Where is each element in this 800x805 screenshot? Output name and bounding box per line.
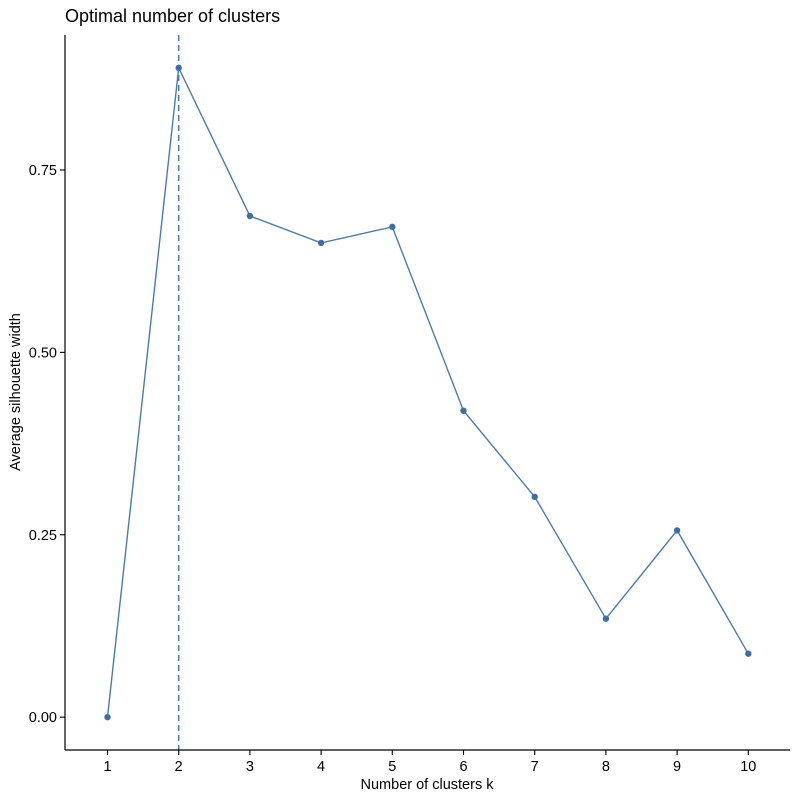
data-point-k1 [104, 713, 111, 721]
chart-title: Optimal number of clusters [65, 6, 280, 26]
data-point-k2 [175, 64, 182, 72]
y-tick-label: 0.50 [29, 345, 57, 361]
y-axis-label: Average silhouette width [8, 313, 24, 471]
x-axis-label: Number of clusters k [361, 777, 495, 793]
data-point-k3 [246, 212, 254, 220]
x-tick-label: 2 [175, 759, 183, 775]
data-point-k5 [389, 223, 396, 231]
data-point-k10 [745, 650, 752, 657]
data-point-k6 [460, 407, 467, 414]
y-tick-label: 0.75 [29, 163, 57, 179]
series-line [106, 65, 749, 718]
x-tick-label: 1 [103, 759, 111, 775]
x-axis-ticks: 1 2 3 4 5 6 7 8 9 10 [103, 750, 756, 775]
x-tick-label: 8 [602, 759, 610, 775]
y-tick-label: 0.00 [29, 710, 57, 726]
y-tick-label: 0.25 [29, 528, 57, 544]
plot-area [104, 35, 752, 750]
x-tick-label: 3 [246, 759, 254, 775]
x-tick-label: 5 [388, 759, 396, 775]
data-point-k8 [602, 615, 610, 622]
x-tick-label: 6 [459, 759, 467, 775]
data-point-k4 [317, 239, 325, 247]
x-tick-label: 9 [673, 759, 681, 775]
y-axis-ticks: 0.00 0.25 0.50 0.75 [29, 163, 65, 726]
x-tick-label: 4 [317, 759, 325, 775]
x-tick-label: 7 [531, 759, 539, 775]
data-point-k7 [531, 493, 538, 501]
data-point-k9 [673, 527, 681, 534]
x-tick-label: 10 [740, 759, 756, 775]
